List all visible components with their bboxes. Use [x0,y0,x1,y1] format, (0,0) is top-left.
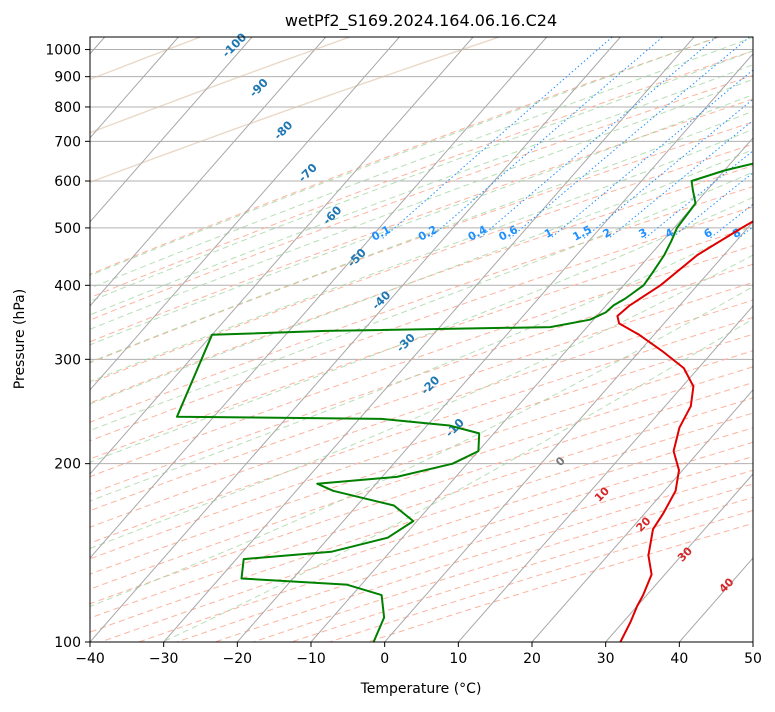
dry-adiabat-label: -40 [369,288,394,313]
y-tick-label: 1000 [45,43,81,59]
isotherm-line [385,37,775,642]
x-tick-label: 50 [744,651,762,667]
x-tick-label: −10 [296,651,326,667]
y-tick-label: 300 [54,352,81,368]
y-tick-label: 800 [54,100,81,116]
x-tick-label: −30 [149,651,179,667]
dry-adiabat [330,37,775,642]
chart-title: wetPf2_S169.2024.164.06.16.C24 [285,11,557,31]
x-tick-label: 30 [597,651,615,667]
x-tick-label: 0 [380,651,389,667]
mixing-ratio-label: 0.4 [466,223,490,244]
isotherm-label: 20 [634,514,654,534]
dry-adiabat-label: -30 [393,330,418,355]
reference-curve [0,37,350,642]
plot-frame [90,37,753,642]
isotherm-line [753,37,775,642]
isotherm-line [679,37,775,642]
isotherm-label: 30 [675,544,695,564]
y-tick-label: 900 [54,70,81,86]
x-tick-label: −20 [223,651,253,667]
x-axis-label: Temperature (°C) [360,681,482,697]
isotherm-label: 40 [717,575,737,595]
mixing-ratio-line [429,37,662,238]
x-tick-label: 10 [449,651,467,667]
mixing-ratio-line [710,37,775,238]
isotherm-line [90,37,620,642]
mixing-ratio-label: 0.2 [416,223,439,244]
y-tick-label: 200 [54,457,81,473]
mixing-ratio-line [383,37,613,238]
mixing-ratio-line [510,37,750,238]
temperature-profile [617,50,775,642]
dry-adiabat-label: -20 [418,373,443,398]
mixing-ratio-line [645,37,775,238]
y-tick-label: 600 [54,174,81,190]
background-lines [0,37,775,642]
isotherm-line [0,37,399,642]
mixing-ratio-line [761,37,775,238]
mixing-ratio-line [738,37,775,238]
isotherm-label: 10 [592,484,612,504]
isotherm-label: 0 [553,454,568,469]
mixing-ratio-label: 0.6 [497,223,521,244]
y-tick-label: 100 [54,635,81,651]
isotherm-line [164,37,694,642]
x-tick-label: 40 [670,651,688,667]
y-tick-label: 400 [54,278,81,294]
mixing-ratio-label: 0.1 [369,223,392,244]
isotherm-line [532,37,775,642]
isotherm-line [0,37,252,642]
dry-adiabat-label: -50 [344,245,369,270]
dry-adiabat-label: -60 [320,203,345,228]
y-tick-label: 700 [54,134,81,150]
x-tick-label: 20 [523,651,541,667]
reference-curve [0,37,201,642]
y-tick-label: 500 [54,221,81,237]
x-tick-label: −40 [75,651,105,667]
reference-curve [0,37,499,642]
dry-adiabat-label: -80 [271,118,296,143]
dry-adiabat-label: -90 [246,75,271,100]
y-axis-label: Pressure (hPa) [12,289,28,389]
moist-adiabat [0,37,718,642]
